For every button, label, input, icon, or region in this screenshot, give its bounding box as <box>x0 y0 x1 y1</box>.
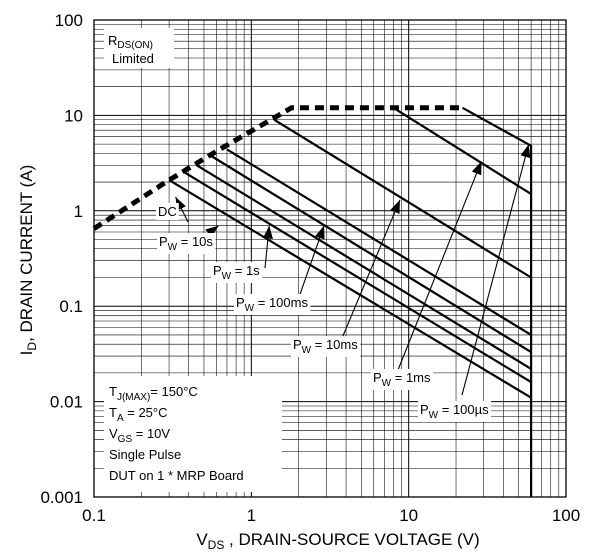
label-background <box>156 203 179 220</box>
y-tick-label: 10 <box>64 106 83 125</box>
arrowhead <box>262 225 273 240</box>
rds-limit-line <box>92 105 463 231</box>
y-tick-label: 1 <box>74 202 83 221</box>
series-label: PW = 10ms <box>293 337 358 356</box>
condition-line: TA = 25°C <box>109 405 168 424</box>
label-background <box>371 369 433 390</box>
label-background <box>157 233 216 254</box>
y-tick-label: 0.001 <box>40 488 83 507</box>
x-tick-label: 1 <box>247 506 256 525</box>
x-tick-label: 10 <box>399 506 418 525</box>
series-line <box>168 179 532 399</box>
series-line <box>392 106 532 195</box>
y-tick-label: 0.1 <box>59 297 83 316</box>
series-line <box>196 164 532 370</box>
label-arrow-line <box>297 225 325 301</box>
series-line <box>273 118 532 279</box>
condition-line: DUT on 1 * MRP Board <box>109 468 244 483</box>
label-background <box>291 336 361 357</box>
series-line <box>184 171 532 384</box>
arrowhead <box>315 225 325 240</box>
condition-line: Single Pulse <box>109 447 181 462</box>
label-arrow-line <box>397 161 482 371</box>
condition-line: VGS = 10V <box>109 426 170 445</box>
series-label: PW = 1s <box>213 263 260 282</box>
series-line <box>209 154 532 354</box>
svg-text:RDS(ON): RDS(ON) <box>108 33 153 51</box>
tick-labels: 0.1 1 10 100 0.001 0.01 0.1 1 10 100 <box>40 11 580 525</box>
arrowhead <box>390 199 400 214</box>
envelope-line <box>461 106 533 497</box>
arrowhead <box>205 225 219 238</box>
curves <box>92 105 533 497</box>
y-tick-label: 0.01 <box>50 393 83 412</box>
label-background <box>418 401 492 422</box>
series-label: PW = 10s <box>159 234 213 253</box>
condition-line: TJ(MAX)= 150°C <box>109 384 198 403</box>
series-label: PW = 100µs <box>420 402 489 421</box>
arrowhead <box>471 161 482 176</box>
arrowhead <box>520 144 531 158</box>
series-label: DC <box>158 204 177 219</box>
label-background <box>234 294 311 315</box>
series-label: PW = 1ms <box>373 370 431 389</box>
plot-frame <box>93 19 567 498</box>
rds-limited-label: RDS(ON) Limited <box>104 28 174 68</box>
x-tick-label: 100 <box>552 506 580 525</box>
x-tick-label: 0.1 <box>82 506 106 525</box>
svg-text:Limited: Limited <box>112 51 154 66</box>
y-axis-title: ID, DRAIN CURRENT (A) <box>17 165 39 356</box>
test-conditions: TJ(MAX)= 150°C TA = 25°C VGS = 10V Single P… <box>104 376 282 492</box>
series-label: PW = 100ms <box>236 295 308 314</box>
label-background <box>211 262 263 283</box>
y-tick-label: 100 <box>55 11 83 30</box>
label-arrow-line <box>339 199 401 344</box>
x-axis-title: VDS , DRAIN-SOURCE VOLTAGE (V) <box>196 530 479 552</box>
series-line <box>226 148 532 336</box>
label-arrow-line <box>461 143 530 396</box>
